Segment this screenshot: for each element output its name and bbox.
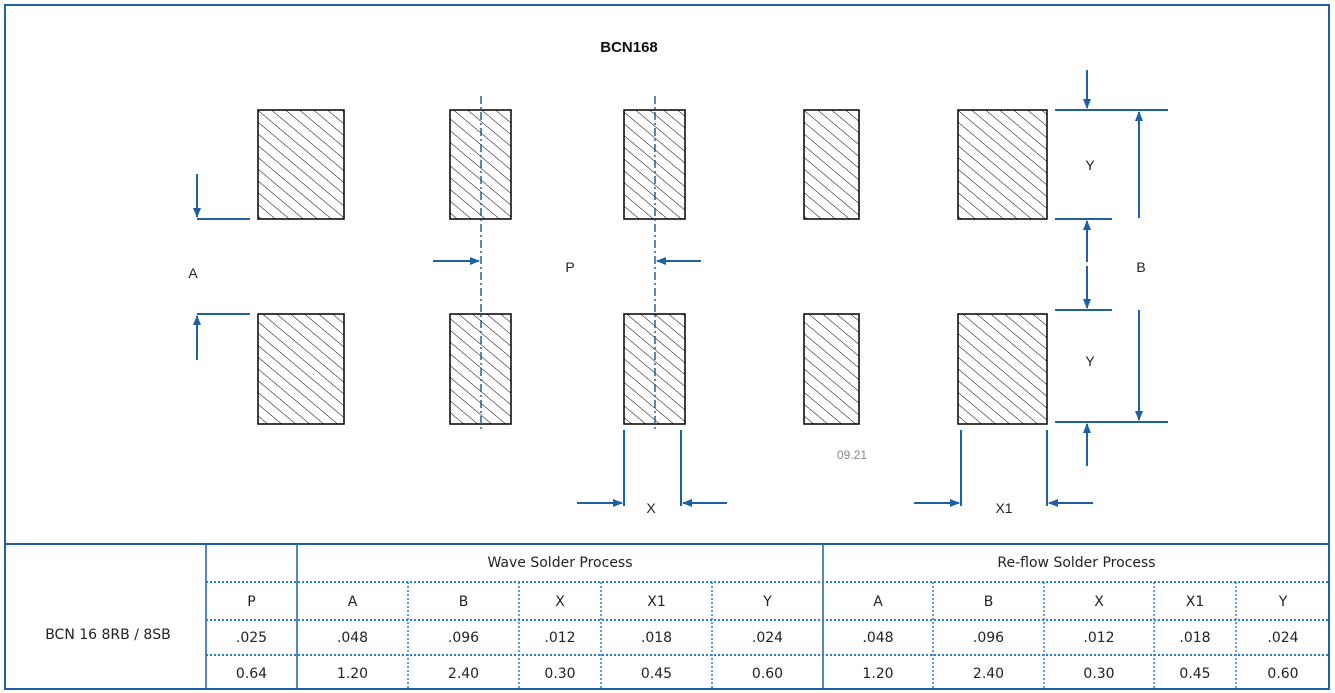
table-cell: 0.45 — [640, 666, 673, 682]
pads-bottom-row — [257, 313, 1048, 425]
dimension-a — [193, 174, 250, 360]
table-cell: 0.60 — [751, 666, 784, 682]
group-header-wave: Wave Solder Process — [487, 555, 633, 571]
col-header: X — [1094, 594, 1104, 610]
pads-top-row — [257, 109, 1048, 220]
pad-top-4 — [803, 109, 860, 220]
table-cell: .018 — [640, 630, 673, 646]
table-cell: .024 — [751, 630, 784, 646]
table-row-inches: .025 .048 .096 .012 .018 .024 .048 .096 … — [206, 620, 1330, 656]
diagram-title: BCN168 — [600, 39, 658, 56]
part-number: BCN 16 8RB / 8SB — [45, 627, 171, 643]
label-x: X — [646, 500, 656, 516]
label-b: B — [1136, 259, 1145, 275]
table-cell: 2.40 — [447, 666, 480, 682]
table-cell: 0.45 — [1179, 666, 1211, 682]
pad-top-5 — [957, 109, 1048, 220]
dimension-x1 — [914, 430, 1093, 507]
table-cell: 0.30 — [1083, 666, 1115, 682]
dimension-x — [577, 430, 727, 507]
label-x1: X1 — [995, 500, 1012, 516]
label-y-top: Y — [1085, 157, 1095, 173]
drawing-frame — [4, 4, 1330, 690]
pad-bottom-5 — [957, 313, 1048, 425]
table-cell: .048 — [336, 630, 369, 646]
label-a: A — [188, 265, 198, 281]
table-cell: .024 — [1267, 630, 1299, 646]
col-header: A — [347, 594, 358, 610]
col-header: X — [555, 594, 565, 610]
table-cell: .048 — [862, 630, 894, 646]
col-header: Y — [1278, 594, 1288, 610]
dimension-table: P A B X X1 Y A B X X1 Y .025 .048 .096 .… — [206, 584, 1330, 692]
pad-bottom-4 — [803, 313, 860, 425]
table-cell: .096 — [447, 630, 480, 646]
table-cell: 1.20 — [862, 666, 894, 682]
col-header: Y — [763, 594, 772, 610]
label-y-bottom: Y — [1085, 353, 1095, 369]
col-header: B — [458, 594, 469, 610]
table-cell: 1.20 — [336, 666, 369, 682]
col-header: X1 — [647, 594, 666, 610]
dimension-y-b — [1055, 70, 1168, 466]
header-row: P A B X X1 Y A B X X1 Y — [206, 584, 1330, 620]
table-cell: .018 — [1179, 630, 1211, 646]
table-cell: .025 — [235, 630, 268, 646]
dimension-table-area: BCN 16 8RB / 8SB Wave Solder Process Re-… — [4, 544, 1330, 690]
table-row-mm: 0.64 1.20 2.40 0.30 0.45 0.60 1.20 2.40 … — [206, 656, 1330, 692]
group-header-reflow: Re-flow Solder Process — [997, 555, 1156, 571]
label-p: P — [565, 259, 574, 275]
footprint-diagram: BCN168 A P — [4, 39, 1330, 545]
table-cell: 0.30 — [544, 666, 576, 682]
col-header: X1 — [1185, 594, 1205, 610]
table-cell: .012 — [1083, 630, 1115, 646]
col-header: B — [983, 594, 994, 610]
pad-top-1 — [257, 109, 345, 220]
table-cell: 2.40 — [972, 666, 1005, 682]
drawing-code: 09.21 — [837, 448, 867, 462]
table-cell: 0.60 — [1267, 666, 1299, 682]
table-cell: 0.64 — [235, 666, 268, 682]
table-grid — [205, 544, 1330, 690]
col-header: P — [247, 594, 256, 610]
table-cell: .012 — [544, 630, 576, 646]
table-cell: .096 — [972, 630, 1005, 646]
pad-bottom-1 — [257, 313, 345, 425]
col-header: A — [873, 594, 883, 610]
